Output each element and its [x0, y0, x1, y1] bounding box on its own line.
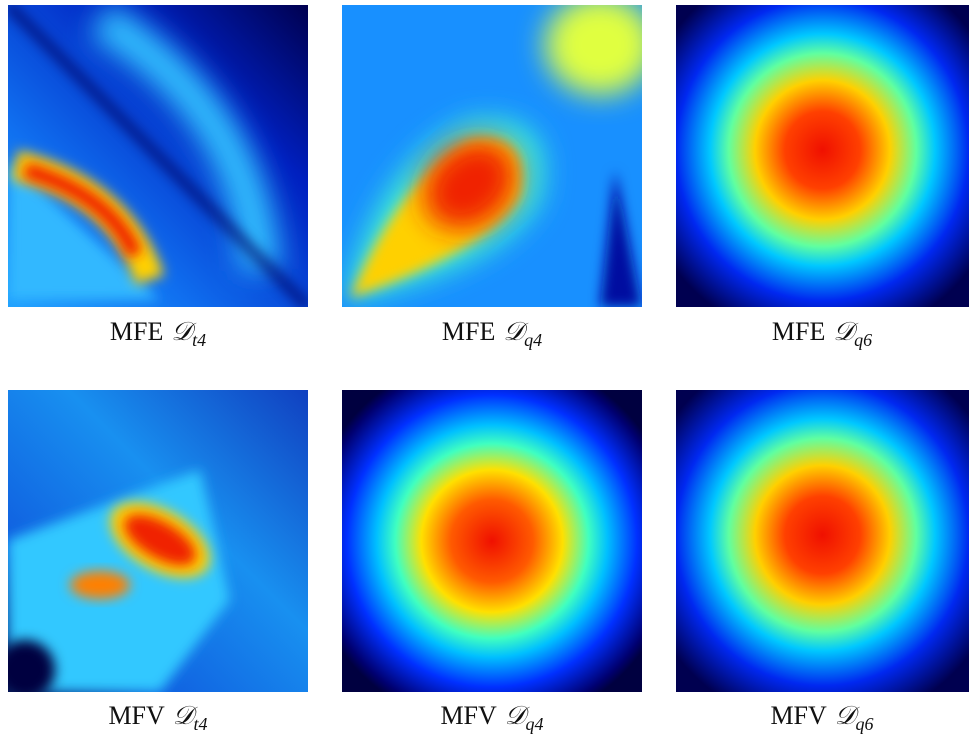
caption-subscript: q4 [526, 714, 544, 734]
caption-method: MFE [442, 317, 495, 346]
heatmap [8, 5, 308, 307]
caption-subscript: q6 [854, 330, 872, 350]
heatmap [342, 390, 642, 692]
caption-subscript: t4 [192, 330, 206, 350]
heatmap [342, 0, 655, 307]
caption-method: MFE [772, 317, 825, 346]
page: {"panels": [ {"method": "MFE", "symbol":… [0, 0, 969, 740]
caption-method: MFE [110, 317, 163, 346]
caption-subscript: q6 [856, 714, 874, 734]
heatmap [676, 5, 969, 307]
caption-subscript: q4 [524, 330, 542, 350]
heatmap [676, 390, 969, 692]
heatmap [0, 390, 308, 700]
caption-method: MFV [440, 701, 497, 730]
figure: MFE𝒟t4 MFE𝒟q4 MFE𝒟q6 MFV𝒟t4 MFV𝒟q4 MFV𝒟q6 [0, 0, 969, 740]
caption-method: MFV [108, 701, 165, 730]
caption-method: MFV [770, 701, 827, 730]
caption-subscript: t4 [194, 714, 208, 734]
